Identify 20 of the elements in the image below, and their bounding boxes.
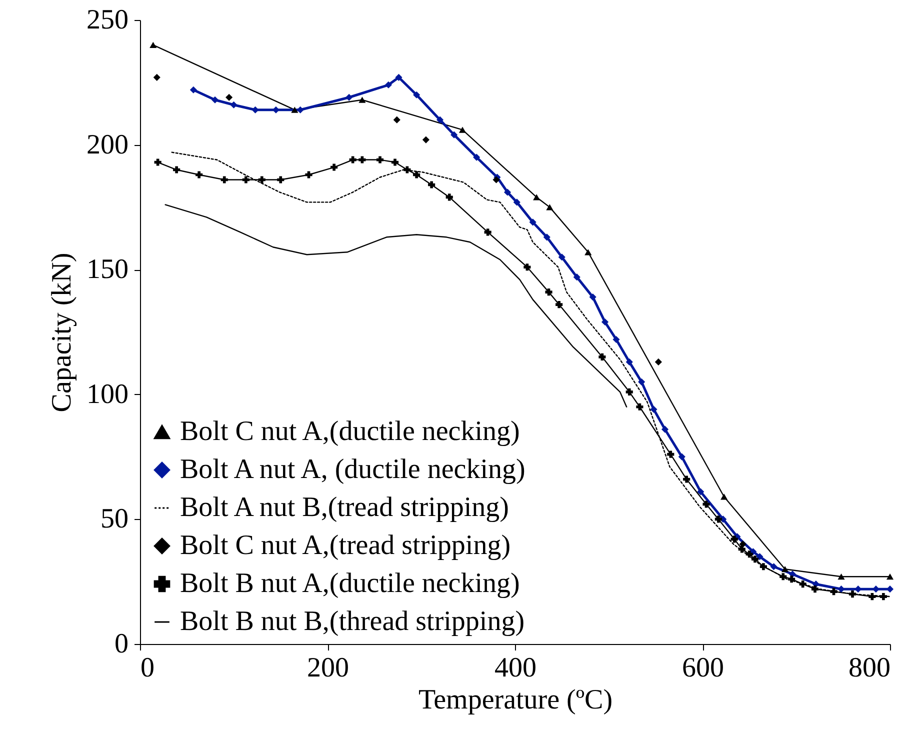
x-tick-label: 800 <box>848 652 890 684</box>
legend-label: Bolt C nut A,(tread stripping) <box>180 530 511 561</box>
x-tick-label: 0 <box>140 652 154 684</box>
legend-label: Bolt B nut B,(thread stripping) <box>180 606 525 637</box>
y-tick-label: 150 <box>86 254 128 286</box>
y-tick-label: 200 <box>86 129 128 160</box>
x-tick-label: 600 <box>682 652 724 684</box>
y-axis-title: Capacity (kN) <box>46 252 78 412</box>
legend-label: Bolt A nut B,(tread stripping) <box>180 492 509 523</box>
y-tick-label: 250 <box>86 4 128 36</box>
x-tick-label: 400 <box>494 652 536 684</box>
legend-label: Bolt A nut A, (ductile necking) <box>180 454 526 485</box>
y-tick-label: 50 <box>100 504 128 535</box>
y-tick-label: 100 <box>86 378 128 410</box>
x-tick-label: 200 <box>307 652 349 684</box>
line-series <box>164 204 628 408</box>
y-tick-label: 0 <box>114 628 128 660</box>
x-axis-title: Temperature (ºC) <box>418 684 613 716</box>
legend-label: Bolt B nut A,(ductile necking) <box>180 568 520 599</box>
legend-label: Bolt C nut A,(ductile necking) <box>180 416 520 447</box>
